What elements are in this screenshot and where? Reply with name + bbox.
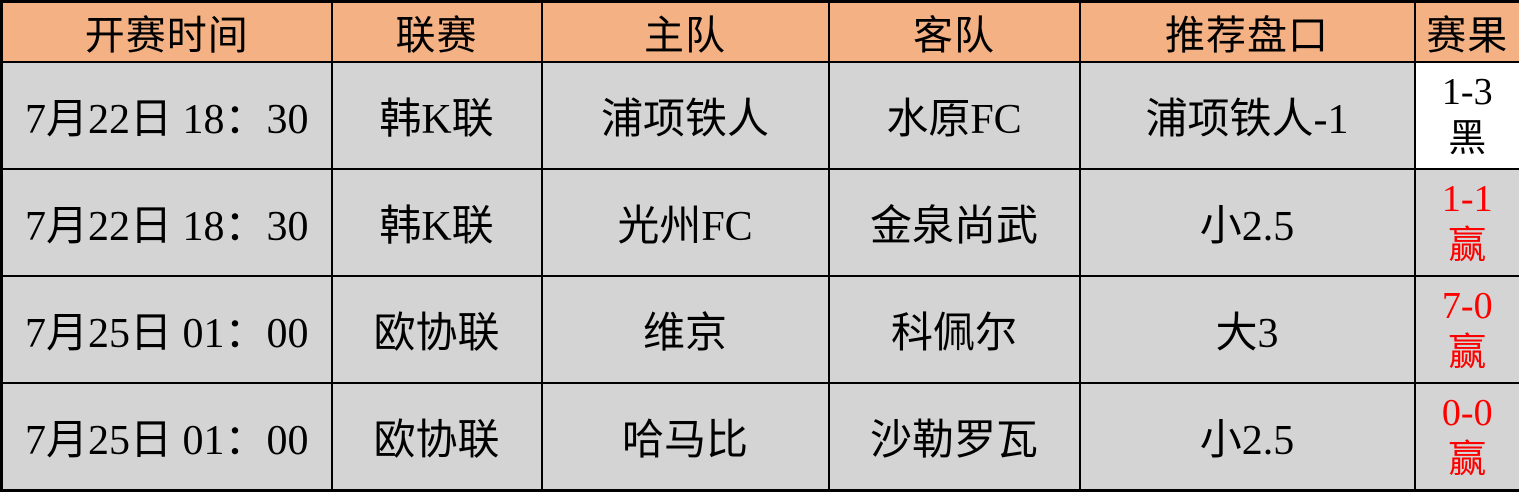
cell-handicap: 浦项铁人-1: [1080, 62, 1415, 169]
col-header-away-team: 客队: [829, 2, 1080, 63]
result-score: 7-0: [1416, 283, 1519, 330]
col-header-home-team: 主队: [542, 2, 829, 63]
cell-result: 1-1 赢: [1415, 169, 1519, 276]
table-row: 7月25日 01：00 欧协联 哈马比 沙勒罗瓦 小2.5 0-0 赢: [2, 383, 1519, 491]
cell-start-time: 7月22日 18：30: [2, 62, 332, 169]
cell-home-team: 维京: [542, 276, 829, 383]
cell-home-team: 哈马比: [542, 383, 829, 491]
result-score: 0-0: [1416, 390, 1519, 437]
cell-away-team: 沙勒罗瓦: [829, 383, 1080, 491]
table-row: 7月22日 18：30 韩K联 浦项铁人 水原FC 浦项铁人-1 1-3 黑: [2, 62, 1519, 169]
cell-home-team: 浦项铁人: [542, 62, 829, 169]
cell-away-team: 金泉尚武: [829, 169, 1080, 276]
result-verdict: 赢: [1416, 437, 1519, 484]
cell-handicap: 小2.5: [1080, 169, 1415, 276]
header-row: 开赛时间 联赛 主队 客队 推荐盘口 赛果: [2, 2, 1519, 63]
result-verdict: 赢: [1416, 223, 1519, 270]
result-score: 1-3: [1416, 69, 1519, 116]
cell-result: 0-0 赢: [1415, 383, 1519, 491]
cell-home-team: 光州FC: [542, 169, 829, 276]
cell-league: 韩K联: [332, 62, 542, 169]
cell-result: 7-0 赢: [1415, 276, 1519, 383]
cell-league: 欧协联: [332, 276, 542, 383]
cell-start-time: 7月25日 01：00: [2, 276, 332, 383]
cell-away-team: 科佩尔: [829, 276, 1080, 383]
col-header-result: 赛果: [1415, 2, 1519, 63]
cell-handicap: 大3: [1080, 276, 1415, 383]
table-body: 7月22日 18：30 韩K联 浦项铁人 水原FC 浦项铁人-1 1-3 黑 7…: [2, 62, 1519, 491]
cell-league: 韩K联: [332, 169, 542, 276]
cell-result: 1-3 黑: [1415, 62, 1519, 169]
col-header-handicap: 推荐盘口: [1080, 2, 1415, 63]
cell-league: 欧协联: [332, 383, 542, 491]
col-header-start-time: 开赛时间: [2, 2, 332, 63]
cell-handicap: 小2.5: [1080, 383, 1415, 491]
cell-start-time: 7月25日 01：00: [2, 383, 332, 491]
result-verdict: 黑: [1416, 116, 1519, 163]
table-row: 7月25日 01：00 欧协联 维京 科佩尔 大3 7-0 赢: [2, 276, 1519, 383]
table-row: 7月22日 18：30 韩K联 光州FC 金泉尚武 小2.5 1-1 赢: [2, 169, 1519, 276]
result-verdict: 赢: [1416, 330, 1519, 377]
col-header-league: 联赛: [332, 2, 542, 63]
cell-start-time: 7月22日 18：30: [2, 169, 332, 276]
result-score: 1-1: [1416, 176, 1519, 223]
cell-away-team: 水原FC: [829, 62, 1080, 169]
